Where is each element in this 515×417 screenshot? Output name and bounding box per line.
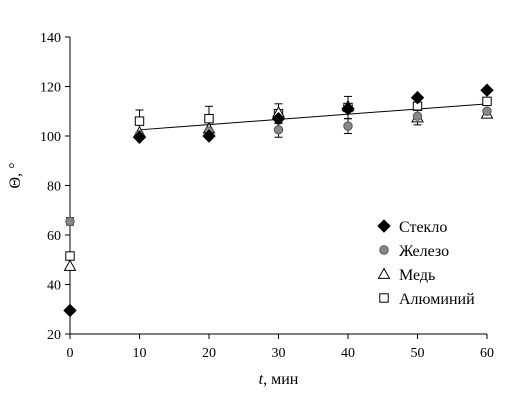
y-tick-label: 140 (40, 31, 61, 46)
x-tick-label: 40 (341, 346, 355, 361)
diamond-point (271, 111, 286, 126)
triangle-point (63, 259, 77, 271)
legend-label: Медь (399, 267, 435, 284)
x-axis-label: t, мин (259, 371, 299, 388)
legend-label: Стекло (399, 219, 447, 236)
legend-marker-circle (379, 245, 389, 255)
legend-marker-square (379, 293, 389, 303)
diamond-point (341, 102, 355, 116)
y-tick-label: 60 (47, 229, 61, 244)
y-tick-label: 100 (40, 130, 61, 145)
circle-point (65, 216, 75, 227)
circle-point (343, 121, 353, 131)
diamond-point (202, 129, 216, 143)
x-tick-label: 0 (67, 346, 74, 361)
square-point (134, 116, 145, 126)
circle-point (273, 125, 284, 135)
diamond-point (410, 90, 425, 105)
x-axis-label-variable: t (259, 371, 264, 388)
y-tick-label: 20 (47, 328, 61, 343)
trend-line-group (139, 103, 488, 131)
y-tick-label: 40 (47, 279, 61, 294)
y-tick-label: 120 (40, 81, 61, 96)
legend: Стекло Железо Медь Алюминий (377, 219, 475, 308)
trend-line (139, 103, 488, 131)
data-points (63, 83, 494, 318)
square-point (482, 96, 492, 107)
x-tick-label: 20 (202, 346, 216, 361)
x-tick-label: 30 (272, 346, 286, 361)
x-tick-label: 60 (480, 346, 494, 361)
legend-label: Алюминий (399, 291, 475, 308)
square-point (65, 251, 75, 261)
square-point (204, 113, 214, 124)
legend-marker-diamond (377, 219, 391, 233)
diamond-point (63, 303, 77, 318)
axes: 20 40 60 80 100 120 140 0 10 20 30 40 50 60 (40, 31, 494, 361)
circle-point (482, 106, 492, 116)
legend-marker-triangle (377, 267, 391, 279)
diamond-point (480, 83, 494, 97)
x-axis-label-unit: , мин (263, 371, 299, 388)
y-axis-label: Θ, ° (7, 163, 24, 189)
diamond-point (132, 130, 147, 144)
x-tick-label: 50 (411, 346, 425, 361)
y-tick-label: 80 (47, 180, 61, 195)
x-tick-label: 10 (133, 346, 147, 361)
legend-label: Железо (399, 243, 449, 260)
circle-point (412, 111, 423, 121)
